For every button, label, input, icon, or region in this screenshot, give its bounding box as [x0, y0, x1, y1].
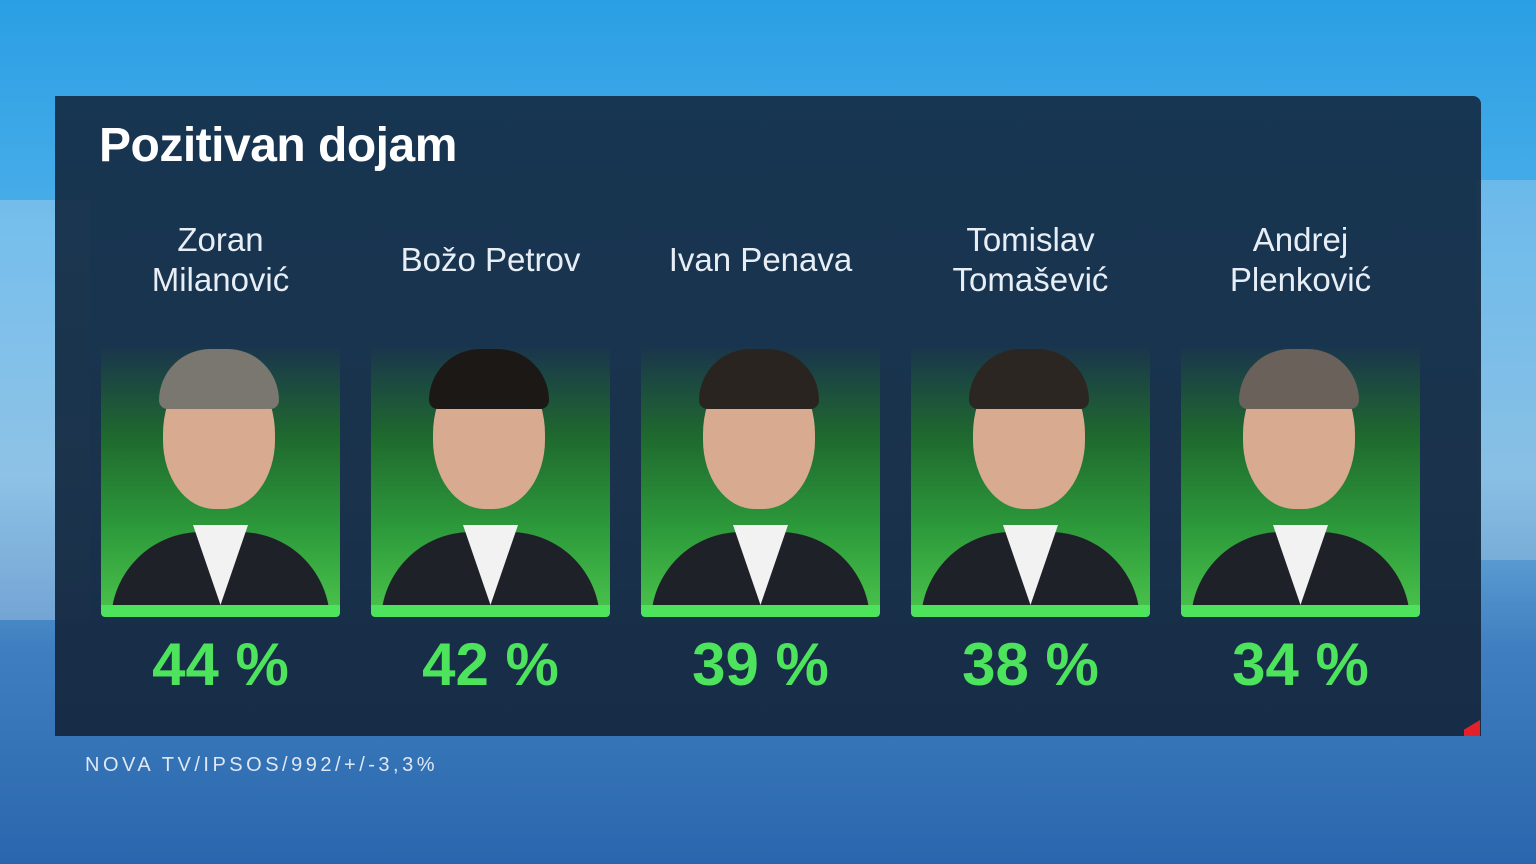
chart-title: Pozitivan dojam [99, 119, 457, 172]
accent-bar [1181, 605, 1420, 617]
hair [699, 349, 819, 409]
candidate-name: Božo Petrov [400, 241, 581, 278]
accent-bar [101, 605, 340, 617]
candidate-photo [911, 347, 1150, 607]
accent-bar [911, 605, 1150, 617]
hair [159, 349, 279, 409]
candidate-card: Andrej Plenković 34 % [1181, 210, 1420, 710]
candidate-name: Ivan Penava [668, 241, 853, 278]
candidate-name: Tomislav Tomašević [952, 221, 1109, 298]
accent-bar [371, 605, 610, 617]
background-building [1476, 180, 1536, 560]
candidate-photo [1181, 347, 1420, 607]
candidate-percentage: 44 % [152, 631, 289, 698]
candidate-photo [641, 347, 880, 607]
poll-source: NOVA TV/IPSOS/992/+/-3,3% [85, 754, 438, 776]
candidate-percentage: 38 % [962, 631, 1099, 698]
candidate-card: Zoran Milanović 44 % [101, 210, 340, 710]
candidate-card: Tomislav Tomašević 38 % [911, 210, 1150, 710]
candidate-photo [371, 347, 610, 607]
candidate-percentage: 42 % [422, 631, 559, 698]
candidate-percentage: 39 % [692, 631, 829, 698]
candidate-name: Andrej Plenković [1229, 221, 1372, 298]
candidate-percentage: 34 % [1232, 631, 1369, 698]
accent-bar [641, 605, 880, 617]
candidate-photo [101, 347, 340, 607]
candidate-card: Božo Petrov 42 % [371, 210, 610, 710]
candidate-name: Zoran Milanović [151, 221, 290, 298]
hair [969, 349, 1089, 409]
candidate-card: Ivan Penava 39 % [641, 210, 880, 710]
hair [429, 349, 549, 409]
hair [1239, 349, 1359, 409]
